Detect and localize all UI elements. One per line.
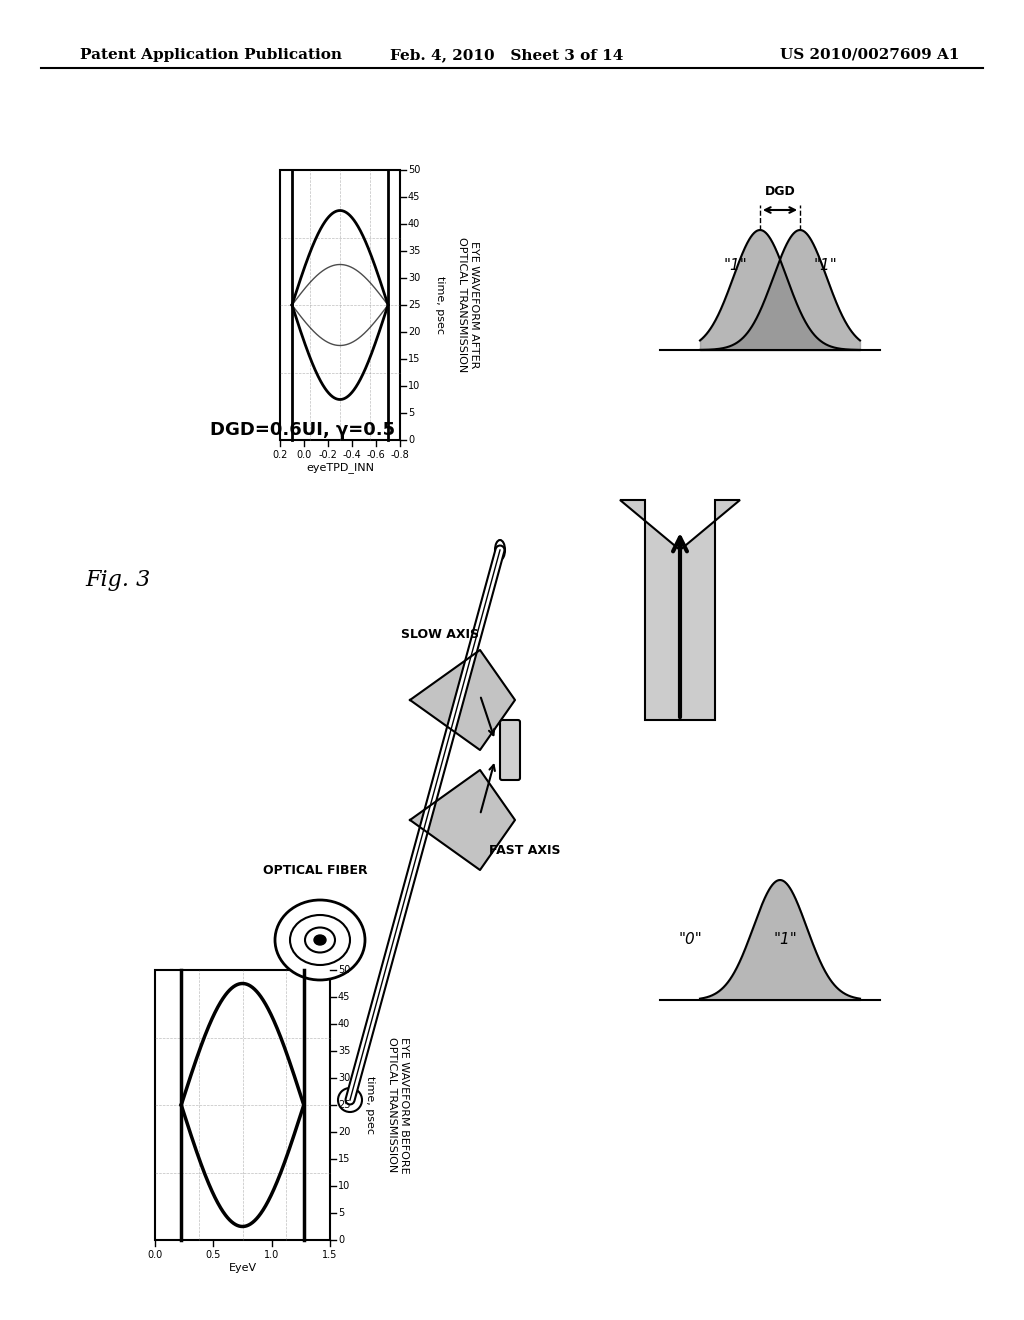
- Text: EyeV: EyeV: [228, 1263, 257, 1272]
- Circle shape: [338, 1088, 362, 1111]
- Text: Feb. 4, 2010   Sheet 3 of 14: Feb. 4, 2010 Sheet 3 of 14: [390, 48, 624, 62]
- Text: 10: 10: [408, 381, 420, 391]
- Text: 5: 5: [338, 1208, 344, 1218]
- Text: time, psec: time, psec: [365, 1076, 375, 1134]
- Text: 1.0: 1.0: [264, 1250, 280, 1261]
- Text: 50: 50: [408, 165, 421, 176]
- FancyBboxPatch shape: [500, 719, 520, 780]
- Polygon shape: [620, 500, 740, 719]
- Text: 30: 30: [338, 1073, 350, 1082]
- Text: DGD=0.6UI, γ=0.5: DGD=0.6UI, γ=0.5: [210, 421, 395, 440]
- Text: 25: 25: [408, 300, 421, 310]
- Text: Fig. 3: Fig. 3: [85, 569, 151, 591]
- Bar: [280, 170, 400, 440]
- Text: Patent Application Publication: Patent Application Publication: [80, 48, 342, 62]
- Text: 40: 40: [338, 1019, 350, 1030]
- Text: 0.0: 0.0: [296, 450, 311, 459]
- Text: 20: 20: [338, 1127, 350, 1137]
- Polygon shape: [410, 770, 515, 870]
- Text: FAST AXIS: FAST AXIS: [489, 843, 561, 857]
- Text: 40: 40: [408, 219, 420, 228]
- Text: -0.6: -0.6: [367, 450, 385, 459]
- Text: time, psec: time, psec: [435, 276, 445, 334]
- Text: 1.5: 1.5: [323, 1250, 338, 1261]
- Text: 0: 0: [338, 1236, 344, 1245]
- Text: "0": "0": [678, 932, 701, 948]
- Text: -0.4: -0.4: [343, 450, 361, 459]
- Text: EYE WAVEFORM AFTER
OPTICAL TRANSMISSION: EYE WAVEFORM AFTER OPTICAL TRANSMISSION: [457, 238, 479, 372]
- Text: -0.2: -0.2: [318, 450, 338, 459]
- Text: DGD: DGD: [765, 185, 796, 198]
- Ellipse shape: [275, 900, 365, 979]
- Text: 45: 45: [338, 993, 350, 1002]
- Text: EYE WAVEFORM BEFORE
OPTICAL TRANSMISSION: EYE WAVEFORM BEFORE OPTICAL TRANSMISSION: [387, 1036, 409, 1173]
- Text: 0: 0: [408, 436, 414, 445]
- Text: 35: 35: [408, 246, 421, 256]
- Text: "1": "1": [773, 932, 797, 948]
- Ellipse shape: [290, 915, 350, 965]
- Polygon shape: [410, 649, 515, 750]
- Text: 10: 10: [338, 1181, 350, 1191]
- Text: 5: 5: [408, 408, 415, 418]
- Text: -0.8: -0.8: [390, 450, 410, 459]
- Ellipse shape: [305, 928, 335, 953]
- Text: 35: 35: [338, 1045, 350, 1056]
- Text: 25: 25: [338, 1100, 350, 1110]
- Ellipse shape: [314, 935, 326, 945]
- Text: eyeTPD_INN: eyeTPD_INN: [306, 462, 374, 474]
- Text: 50: 50: [338, 965, 350, 975]
- Text: "1": "1": [813, 259, 837, 273]
- Text: 20: 20: [408, 327, 421, 337]
- Text: 0.0: 0.0: [147, 1250, 163, 1261]
- Text: OPTICAL FIBER: OPTICAL FIBER: [263, 863, 368, 876]
- Bar: [155, 970, 330, 1239]
- Text: 0.5: 0.5: [206, 1250, 221, 1261]
- Text: 30: 30: [408, 273, 420, 282]
- Text: SLOW AXIS: SLOW AXIS: [401, 628, 479, 642]
- Text: "1": "1": [723, 259, 746, 273]
- Text: 0.2: 0.2: [272, 450, 288, 459]
- Ellipse shape: [495, 540, 505, 560]
- Text: 45: 45: [408, 191, 421, 202]
- Text: 15: 15: [338, 1154, 350, 1164]
- Text: US 2010/0027609 A1: US 2010/0027609 A1: [780, 48, 959, 62]
- Text: 15: 15: [408, 354, 421, 364]
